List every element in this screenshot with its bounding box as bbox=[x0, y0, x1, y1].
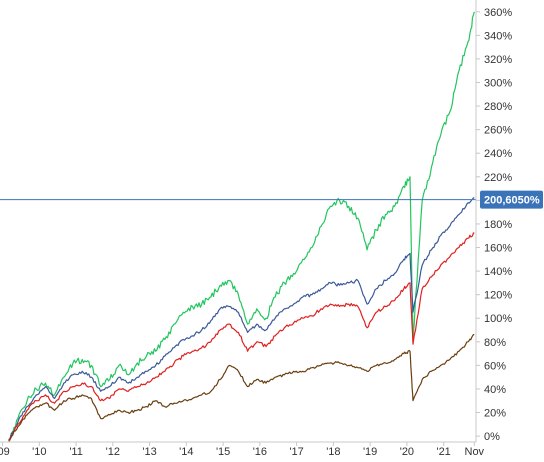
x-tick-label: '18 bbox=[326, 446, 340, 457]
x-tick-label: '19 bbox=[363, 446, 377, 457]
series-layer bbox=[8, 11, 475, 443]
x-tick-label: '12 bbox=[106, 446, 120, 457]
y-axis-panel bbox=[476, 0, 544, 442]
x-tick-label: '09 bbox=[0, 446, 10, 457]
x-tick-label: '14 bbox=[179, 446, 193, 457]
x-tick-label: '17 bbox=[289, 446, 303, 457]
x-tick-label: Nov bbox=[465, 446, 485, 457]
y-tick-label: 220% bbox=[484, 172, 512, 184]
crosshair-tag-background bbox=[480, 190, 543, 209]
y-tick-label: 320% bbox=[484, 54, 512, 66]
y-tick-label: 280% bbox=[484, 101, 512, 113]
y-tick-label: 340% bbox=[484, 30, 512, 42]
series-line bbox=[8, 11, 475, 443]
x-tick-label: '13 bbox=[142, 446, 156, 457]
crosshair-tag[interactable]: 200,6050% bbox=[480, 190, 543, 209]
y-tick-label: 300% bbox=[484, 78, 512, 90]
x-axis: '09 '10 '11 '12 '13 '14 '15 '16 '17 '18 '19 '20 '21 N… bbox=[0, 442, 485, 458]
y-tick-label: 240% bbox=[484, 148, 512, 160]
x-tick-label: '11 bbox=[69, 446, 83, 457]
series-line bbox=[8, 197, 475, 442]
crosshair-value-label: 200,6050% bbox=[484, 195, 540, 207]
y-tick-label: 80% bbox=[484, 337, 506, 349]
x-tick-label: '20 bbox=[400, 446, 414, 457]
y-tick-label: 60% bbox=[484, 360, 506, 372]
y-tick-label: 0% bbox=[484, 431, 500, 443]
y-tick-label: 360% bbox=[484, 7, 512, 19]
y-tick-label: 120% bbox=[484, 290, 512, 302]
y-tick-label: 180% bbox=[484, 219, 512, 231]
series-line bbox=[8, 232, 475, 442]
y-tick-label: 100% bbox=[484, 313, 512, 325]
y-tick-label: 160% bbox=[484, 243, 512, 255]
y-tick-label: 140% bbox=[484, 266, 512, 278]
y-tick-label: 40% bbox=[484, 384, 506, 396]
series-line bbox=[8, 334, 475, 441]
x-tick-label: '21 bbox=[436, 446, 450, 457]
x-tick-label: '10 bbox=[32, 446, 46, 457]
x-tick-label: '15 bbox=[216, 446, 230, 457]
y-tick-label: 260% bbox=[484, 125, 512, 137]
y-tick-label: 20% bbox=[484, 408, 506, 420]
x-tick-label: '16 bbox=[253, 446, 267, 457]
